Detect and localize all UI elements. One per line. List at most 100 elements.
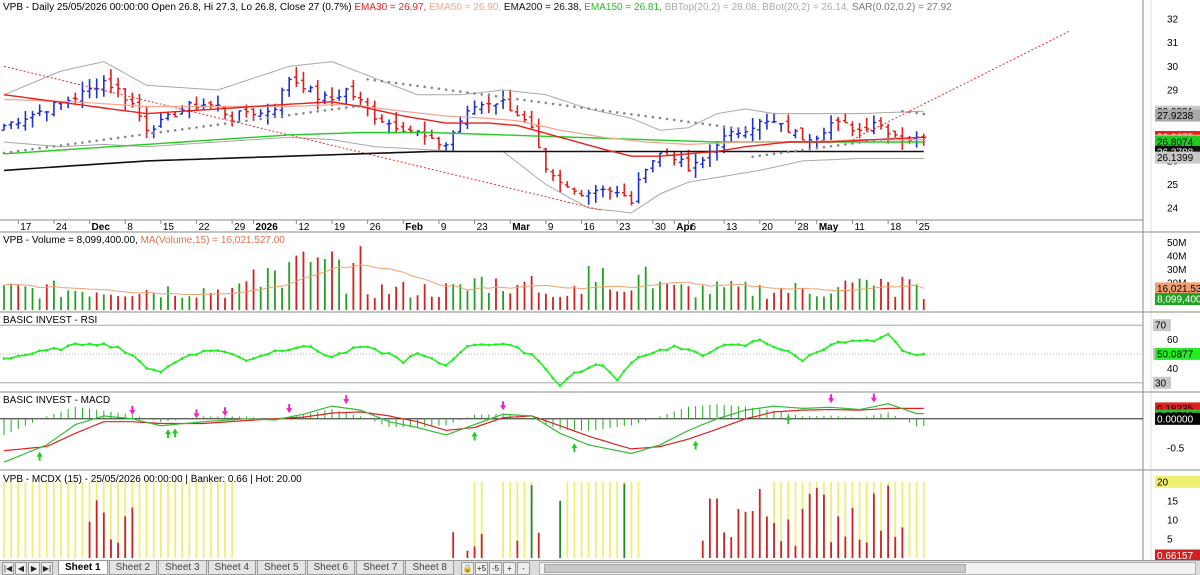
sar-dot: [516, 97, 519, 101]
sar-dot: [309, 110, 312, 114]
price-panel-title: VPB - Daily 25/05/2026 00:00:00 Open 26.…: [3, 2, 952, 13]
sar-dot: [608, 110, 612, 113]
ema30-line: [3, 94, 924, 157]
rsi-point: [637, 355, 640, 359]
rsi-point: [523, 351, 526, 355]
sar-dot: [237, 120, 241, 124]
rsi-point: [594, 363, 598, 367]
rsi-point: [9, 356, 13, 360]
tab-sheet-3[interactable]: Sheet 3: [158, 561, 207, 575]
sar-dot: [359, 104, 362, 107]
rsi-tick-3: 60: [1167, 335, 1179, 346]
tab-sheet-8[interactable]: Sheet 8: [405, 561, 454, 575]
rsi-point: [630, 361, 633, 365]
macd-down-arrow-icon: [500, 401, 507, 411]
sar-dot: [808, 147, 811, 151]
time-label-4: 15: [163, 222, 175, 233]
sar-dot: [323, 109, 327, 112]
time-label-8: 12: [298, 222, 310, 233]
tab-sheet-6[interactable]: Sheet 6: [306, 561, 355, 575]
rsi-point: [195, 353, 198, 356]
last-sheet-button[interactable]: ▶|: [41, 561, 53, 575]
sar-dot: [81, 141, 84, 144]
sar-dot: [287, 113, 291, 117]
sar-dot: [344, 106, 348, 109]
price-candles: [1, 67, 927, 206]
sar-dot: [31, 147, 34, 151]
macd-down-arrow-icon: [222, 407, 229, 417]
scrollbar-thumb[interactable]: [543, 563, 966, 573]
previous-sheet-button[interactable]: ◀: [15, 561, 27, 575]
sar-dot: [352, 105, 355, 108]
sar-dot: [694, 121, 697, 125]
first-sheet-button[interactable]: |◀: [2, 561, 14, 575]
volume-value-label-1-box: [1155, 293, 1200, 306]
rsi-point: [73, 342, 77, 346]
sar-dot: [829, 144, 833, 148]
price-tick-8: 32: [1167, 15, 1179, 26]
rsi-point: [430, 356, 434, 360]
mcdx-panel-title: VPB - MCDX (15) - 25/05/2026 00:00:00 | …: [3, 474, 302, 485]
tab-sheet-1[interactable]: Sheet 1: [58, 561, 108, 575]
price-value-label-1-text: 27.9238: [1157, 111, 1194, 122]
lock-icon[interactable]: 🔒: [460, 561, 474, 575]
price-value-label-1-box: [1155, 109, 1200, 122]
sar-dot: [637, 113, 640, 117]
rsi-point: [551, 376, 555, 380]
volume-tick-4: 50M: [1167, 238, 1186, 249]
rsi-point: [658, 348, 662, 352]
rsi-point: [45, 348, 49, 352]
rsi-point: [736, 343, 740, 346]
sheet-tabs: Sheet 1 Sheet 2 Sheet 3 Sheet 4 Sheet 5 …: [58, 561, 455, 575]
rsi-value-label-0: 50.0877: [1155, 347, 1200, 360]
time-label-24: May: [819, 222, 839, 233]
sar-dot: [644, 114, 647, 118]
sar-dot: [473, 92, 476, 95]
sar-dot: [587, 107, 590, 110]
time-label-10: 26: [370, 222, 382, 233]
rsi-point: [729, 343, 733, 347]
rsi-point: [808, 353, 812, 357]
sar-dot: [330, 108, 334, 111]
sar-dot: [922, 112, 926, 116]
sar-dot: [188, 127, 191, 130]
rsi-point: [252, 357, 255, 360]
volume-title-part: MA(Volume,15) = 16,021,527.00: [141, 235, 286, 246]
tab-sheet-5[interactable]: Sheet 5: [257, 561, 306, 575]
zoom-in-button[interactable]: +: [502, 561, 516, 575]
price-title-part: EMA50 = 26.90,: [429, 2, 504, 13]
ema50-line: [3, 98, 924, 146]
sar-dot: [337, 107, 341, 110]
sar-dot: [131, 134, 134, 138]
time-label-1: 24: [56, 222, 68, 233]
scroll-forward-5-button[interactable]: +5: [474, 561, 488, 575]
tab-sheet-4[interactable]: Sheet 4: [207, 561, 257, 575]
rsi-point: [758, 338, 762, 342]
rsi-point: [123, 351, 127, 354]
macd-up-arrow-icon: [164, 429, 171, 439]
volume-value-label-1-text: 8,099,400: [1157, 295, 1200, 306]
horizontal-scrollbar[interactable]: [538, 561, 1196, 575]
price-value-label-7: 26.1399: [1155, 151, 1200, 164]
sar-dot: [886, 137, 890, 141]
sar-dot: [24, 148, 27, 152]
macd-arrows: [36, 393, 877, 461]
zoom-out-button[interactable]: -: [516, 561, 530, 575]
sar-dot: [765, 153, 769, 157]
rsi-point: [687, 348, 690, 351]
sar-dot: [116, 136, 120, 140]
price-tick-5: 29: [1167, 86, 1179, 97]
tab-sheet-2[interactable]: Sheet 2: [108, 561, 158, 575]
time-label-22: 20: [762, 222, 774, 233]
scroll-back-5-button[interactable]: -5: [488, 561, 502, 575]
rsi-point: [294, 346, 298, 350]
sar-dot: [893, 136, 897, 140]
rsi-point: [515, 345, 519, 349]
volume-panel-title: VPB - Volume = 8,099,400.00, MA(Volume,1…: [3, 235, 285, 246]
macd-down-arrow-icon: [870, 393, 877, 403]
next-sheet-button[interactable]: ▶: [28, 561, 40, 575]
rsi-point: [573, 371, 576, 375]
sar-dot: [95, 139, 98, 142]
tab-sheet-7[interactable]: Sheet 7: [356, 561, 405, 575]
sar-dot: [836, 144, 840, 147]
